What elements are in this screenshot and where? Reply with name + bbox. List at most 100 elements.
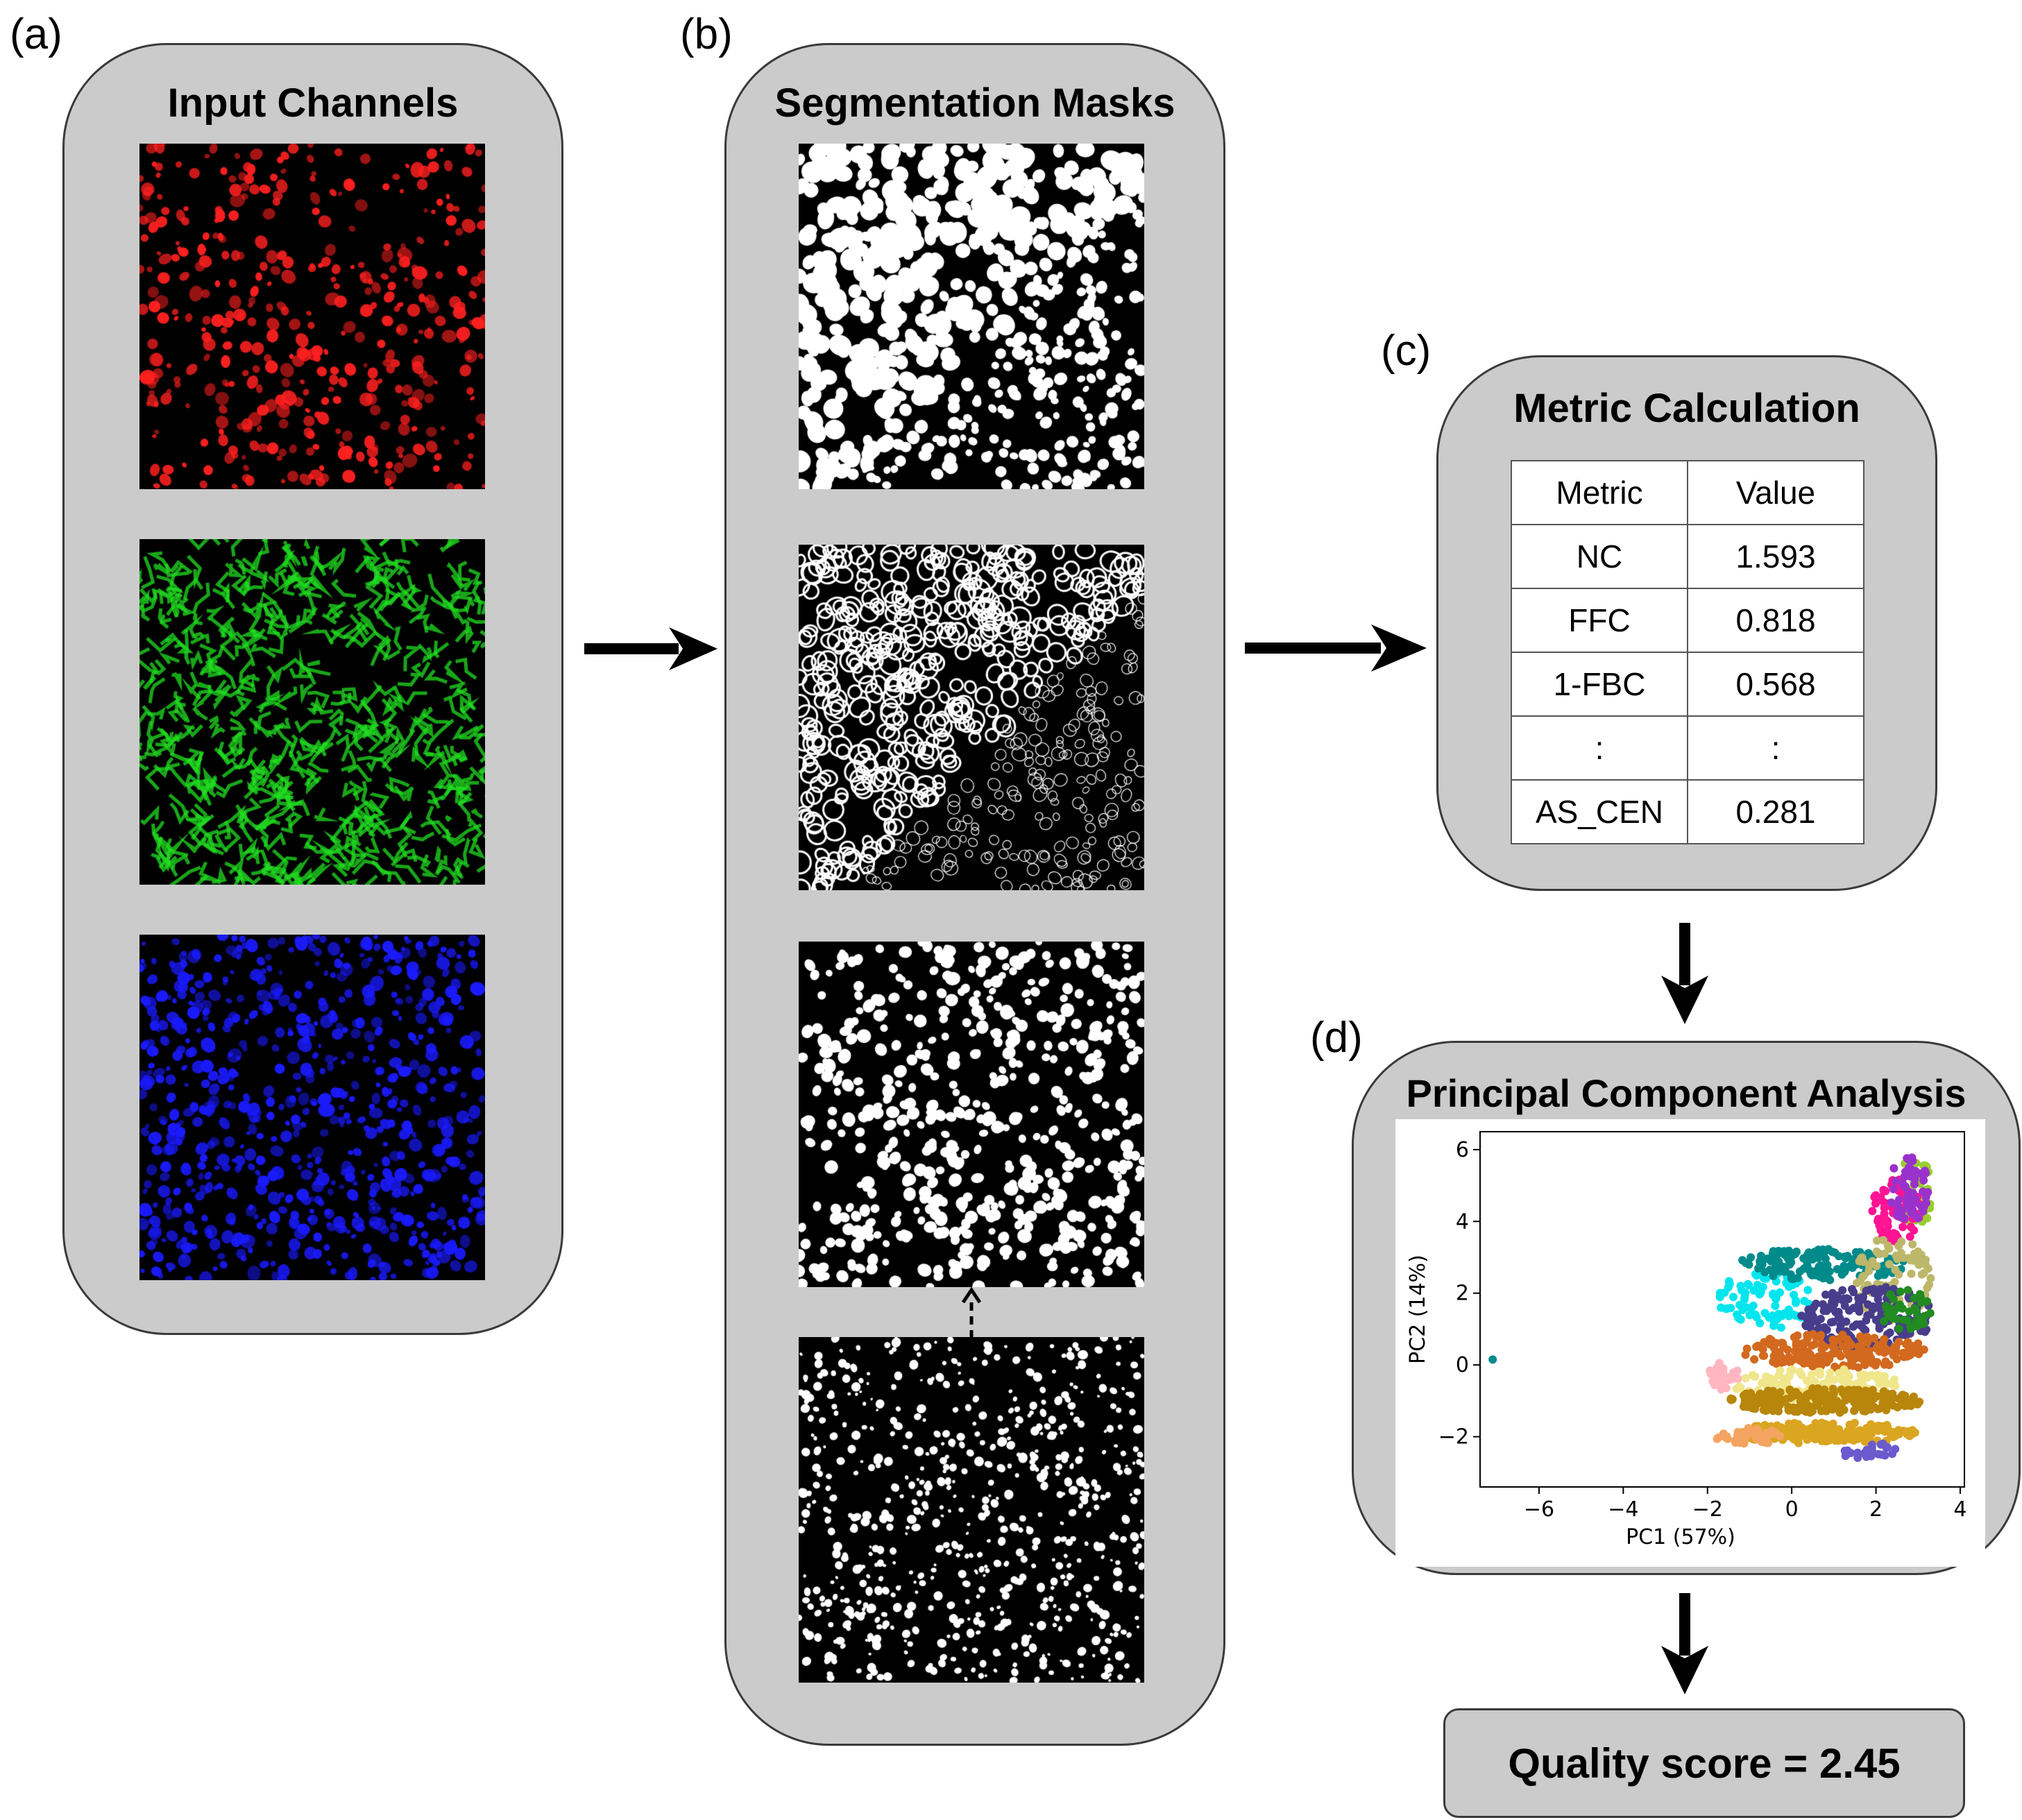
pca-point-cluster-10 [1758,1379,1767,1388]
pca-point-cluster-9 [1779,1342,1788,1351]
pca-point-cluster-10 [1890,1375,1899,1384]
pca-point-cluster-5 [1891,1266,1900,1275]
pca-point-cluster-3 [1762,1274,1771,1283]
pca-point-cluster-13 [1724,1434,1732,1443]
pca-point-cluster-4 [1747,1253,1756,1262]
pca-point-cluster-4 [1795,1267,1804,1276]
pca-point-cluster-4 [1789,1249,1798,1258]
pca-point-cluster-12 [1848,1420,1857,1429]
pca-point-cluster-9 [1878,1338,1887,1347]
pca-point-cluster-12 [1830,1429,1839,1438]
pca-point-cluster-6 [1862,1286,1871,1295]
pca-point-cluster-9 [1838,1341,1847,1350]
pca-point-cluster-11 [1868,1386,1877,1395]
pca-point-cluster-1 [1879,1186,1888,1194]
pca-point-cluster-4 [1774,1257,1783,1266]
pca-point-cluster-9 [1792,1345,1801,1354]
pca-point-cluster-4 [1815,1247,1824,1256]
pca-y-tick-label: 6 [1456,1138,1469,1162]
pca-point-cluster-3 [1752,1313,1761,1322]
pca-point-cluster-9 [1820,1343,1829,1352]
pca-point-cluster-5 [1893,1255,1902,1264]
pca-point-cluster-11 [1769,1386,1778,1395]
pca-point-cluster-1 [1871,1196,1880,1205]
pca-point-cluster-5 [1905,1255,1914,1264]
pca-point-cluster-13 [1764,1438,1773,1447]
pca-point-cluster-3 [1771,1302,1780,1310]
table-row: NC 1.593 [1511,524,1864,589]
pca-point-cluster-11 [1882,1406,1891,1415]
pca-point-cluster-2 [1894,1207,1903,1216]
pca-point-cluster-3 [1749,1286,1758,1295]
pca-point-cluster-9 [1903,1352,1912,1361]
pca-point-cluster-4 [1830,1248,1840,1257]
pca-point-cluster-2 [1901,1183,1910,1192]
pca-point-cluster-4 [1785,1260,1794,1269]
pca-point-cluster-9 [1769,1357,1778,1366]
pca-point-cluster-3 [1803,1286,1812,1295]
pca-point-cluster-9 [1892,1343,1901,1352]
pca-point-cluster-12 [1810,1431,1818,1440]
pca-point-cluster-13 [1744,1424,1753,1433]
pca-point-cluster-3 [1769,1320,1778,1329]
pca-point-cluster-11 [1915,1397,1924,1406]
pca-point-cluster-11 [1833,1397,1842,1406]
pca-point-cluster-4 [1793,1273,1802,1282]
pca-point-cluster-13 [1731,1436,1740,1445]
pca-point-cluster-11 [1824,1390,1832,1400]
pca-point-cluster-5 [1917,1270,1926,1279]
pca-point-cluster-11 [1802,1404,1811,1413]
pca-point-cluster-7 [1894,1325,1903,1333]
pca-point-cluster-5 [1894,1241,1903,1250]
pca-point-cluster-11 [1909,1392,1918,1401]
pca-point-cluster-6 [1819,1300,1827,1309]
pca-point-cluster-5 [1907,1269,1916,1278]
metric-name: 1-FBC [1511,652,1688,717]
pca-point-cluster-9 [1817,1331,1825,1340]
pca-point-cluster-10 [1807,1370,1816,1379]
pca-point-cluster-7 [1896,1300,1904,1309]
pca-point-cluster-12 [1802,1425,1811,1434]
pca-point-cluster-5 [1853,1279,1861,1288]
pca-point-cluster-7 [1916,1290,1924,1299]
pca-point-cluster-7 [1892,1315,1901,1324]
pca-point-cluster-6 [1828,1289,1837,1298]
pca-point-cluster-6 [1831,1308,1840,1316]
pca-point-cluster-14 [1878,1439,1887,1448]
pca-point-cluster-14 [1862,1452,1871,1461]
pca-panel: Principal Component Analysis −6 −4 −2 0 2 4 −2… [1352,1041,2021,1575]
pca-point-cluster-1 [1868,1207,1877,1216]
pca-point-cluster-9 [1750,1355,1759,1364]
pca-point-cluster-6 [1820,1323,1829,1332]
metric-column-header: Metric [1511,460,1688,525]
pca-point-cluster-5 [1921,1260,1930,1269]
pca-y-tick-label: 2 [1456,1282,1469,1306]
pca-point-cluster-5 [1883,1241,1892,1250]
filled-cells-mask-image [799,144,1144,489]
pca-point-cluster-6 [1844,1306,1853,1315]
pca-point-cluster-11 [1816,1391,1825,1400]
pca-point-cluster-4 [1768,1267,1777,1276]
pca-point-cluster-3 [1726,1304,1735,1313]
pca-point-cluster-11 [1889,1401,1898,1410]
pca-point-cluster-9 [1760,1338,1769,1347]
pca-point-cluster-10 [1736,1384,1745,1392]
pca-point-cluster-5 [1923,1284,1932,1293]
pca-point-cluster-6 [1821,1290,1830,1299]
pca-point-cluster-9 [1753,1341,1762,1350]
pca-point-cluster-5 [1873,1236,1882,1245]
pca-point-cluster-7 [1899,1316,1908,1325]
pca-point-cluster-4 [1738,1256,1747,1265]
pca-point-cluster-9 [1846,1341,1855,1350]
pca-point-cluster-6 [1902,1331,1910,1340]
pca-point-cluster-7 [1880,1317,1888,1326]
pca-point-cluster-3 [1788,1280,1797,1289]
panel-label-d: (d) [1310,1014,1363,1062]
pca-point-cluster-5 [1858,1253,1867,1262]
pca-point-cluster-3 [1776,1323,1785,1332]
pca-point-cluster-10 [1852,1379,1861,1388]
pca-point-cluster-9 [1741,1350,1750,1359]
pca-point-cluster-9 [1914,1350,1923,1359]
pca-point-cluster-5 [1890,1277,1899,1286]
pca-point-cluster-12 [1862,1424,1871,1432]
